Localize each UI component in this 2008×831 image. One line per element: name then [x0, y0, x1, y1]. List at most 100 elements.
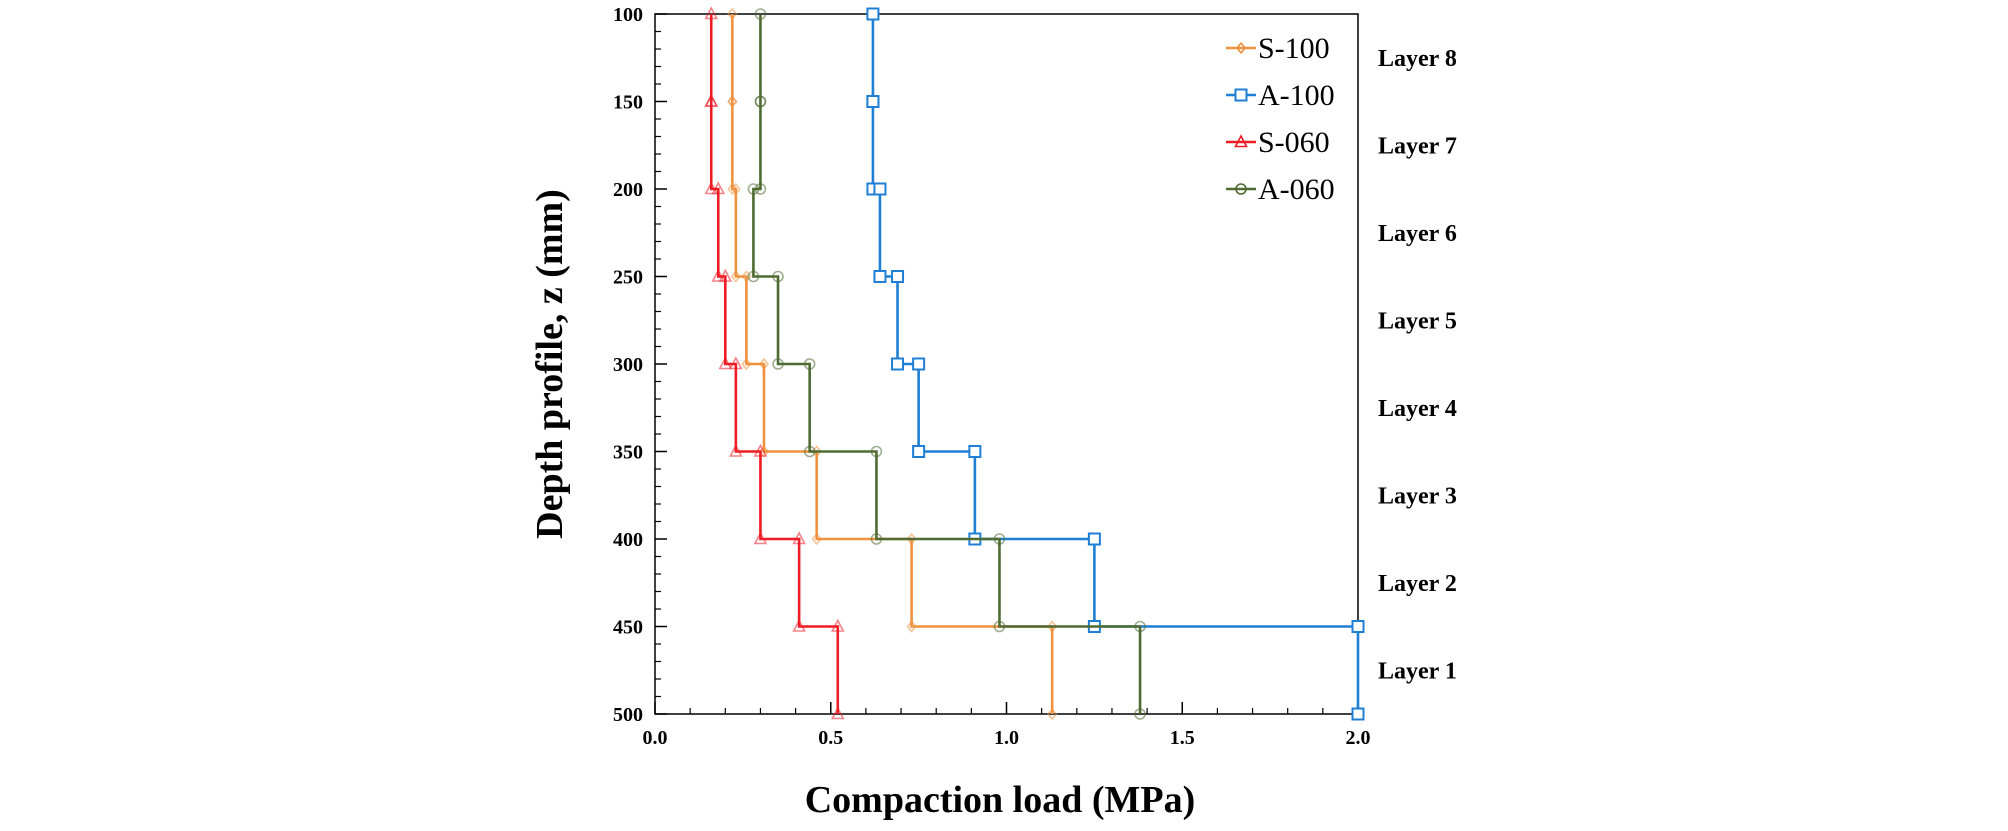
series-point [1047, 707, 1058, 721]
series-point [754, 8, 767, 20]
series-point [754, 183, 767, 195]
series-point [1134, 708, 1146, 720]
series-s-100 [727, 7, 1058, 721]
series-point [1351, 620, 1365, 633]
y-tick-label: 450 [613, 617, 643, 639]
legend-marker [1235, 183, 1247, 195]
layer-label: Layer 6 [1378, 221, 1457, 247]
series-point [866, 95, 880, 108]
series-point [803, 445, 816, 458]
layer-label: Layer 5 [1378, 308, 1457, 334]
series-a-060 [747, 8, 1146, 720]
series-point [891, 270, 905, 283]
series-a-100 [866, 7, 1365, 721]
legend-item: S-100 [1226, 32, 1330, 65]
legend-item: A-060 [1226, 173, 1335, 206]
y-tick-label: 100 [613, 4, 643, 26]
legend-item: A-100 [1226, 79, 1335, 112]
x-tick-label: 0.0 [643, 727, 668, 749]
series-point [741, 357, 752, 371]
series-point [803, 358, 816, 370]
series-point [754, 95, 767, 108]
y-tick-label: 150 [613, 92, 643, 114]
legend-marker [1234, 88, 1248, 102]
series-point [758, 357, 769, 371]
series-point [993, 620, 1006, 633]
series-point [1351, 707, 1365, 721]
series-point [1134, 620, 1146, 633]
series-point [727, 7, 738, 21]
x-axis-title: Compaction load (MPa) [805, 779, 1196, 821]
series-line [871, 14, 1360, 714]
series-point [730, 270, 741, 283]
series-point [772, 270, 784, 283]
series-point [704, 181, 719, 195]
series-point [906, 532, 917, 546]
series-point [993, 533, 1006, 545]
series-point [811, 532, 822, 546]
legend-label: A-060 [1258, 173, 1335, 206]
series-point [891, 357, 905, 371]
series-point [1047, 620, 1058, 633]
legend-marker [1234, 134, 1248, 148]
series-point [772, 358, 784, 370]
y-tick-label: 250 [613, 267, 643, 289]
x-tick-label: 1.5 [1170, 727, 1195, 749]
series-point [873, 270, 887, 283]
series-point [718, 356, 733, 370]
series-line [731, 14, 1054, 714]
series-s-060 [704, 6, 845, 720]
layer-label: Layer 2 [1378, 571, 1457, 597]
series-point [968, 445, 982, 458]
series-point [1087, 532, 1101, 546]
layer-label: Layer 1 [1378, 658, 1457, 684]
y-tick-label: 300 [613, 354, 643, 376]
x-tick-label: 2.0 [1346, 727, 1371, 749]
series-point [718, 268, 733, 282]
series-point [912, 445, 926, 458]
series-layer [704, 6, 1365, 721]
y-axis-title: Depth profile, z (mm) [529, 189, 571, 539]
series-point [727, 182, 738, 196]
series-point [704, 93, 719, 107]
legend-label: A-100 [1258, 79, 1335, 112]
series-point [870, 445, 883, 458]
series-point [753, 443, 768, 457]
legend-marker [1235, 41, 1247, 55]
series-point [711, 181, 726, 195]
series-point [747, 270, 760, 283]
series-point [906, 620, 917, 633]
series-point [873, 182, 887, 196]
layer-labels-layer: Layer 8 Layer 7 Layer 6 Layer 5 Layer 4 Layer… [1378, 46, 1457, 685]
legend: S-100 A-100 S-060 A-060 [1226, 32, 1335, 206]
layer-label: Layer 4 [1378, 396, 1457, 422]
series-point [912, 357, 926, 371]
series-point [870, 533, 883, 545]
series-point [753, 531, 768, 545]
series-point [729, 443, 743, 457]
series-point [730, 182, 741, 196]
legend-label: S-060 [1258, 126, 1330, 159]
y-tick-label: 400 [613, 529, 643, 551]
legend-item: S-060 [1226, 126, 1330, 159]
series-point [866, 7, 880, 21]
y-tick-label: 200 [613, 179, 643, 201]
series-point [729, 356, 743, 370]
ticks-layer: 0.0 0.5 1.0 1.5 2.0 100 150 200 250 300 350 400 450 5… [613, 4, 1371, 749]
layer-label: Layer 3 [1378, 483, 1457, 509]
y-tick-label: 350 [613, 442, 643, 464]
series-point [830, 618, 845, 632]
series-point [830, 706, 845, 720]
y-tick-label: 500 [613, 704, 643, 726]
series-point [727, 95, 738, 108]
series-point [704, 6, 719, 20]
series-point [711, 268, 726, 282]
layer-label: Layer 7 [1378, 133, 1457, 159]
legend-label: S-100 [1258, 32, 1330, 65]
series-point [747, 183, 760, 195]
x-tick-label: 0.5 [818, 727, 843, 749]
series-point [792, 618, 806, 632]
x-tick-label: 1.0 [994, 727, 1019, 749]
